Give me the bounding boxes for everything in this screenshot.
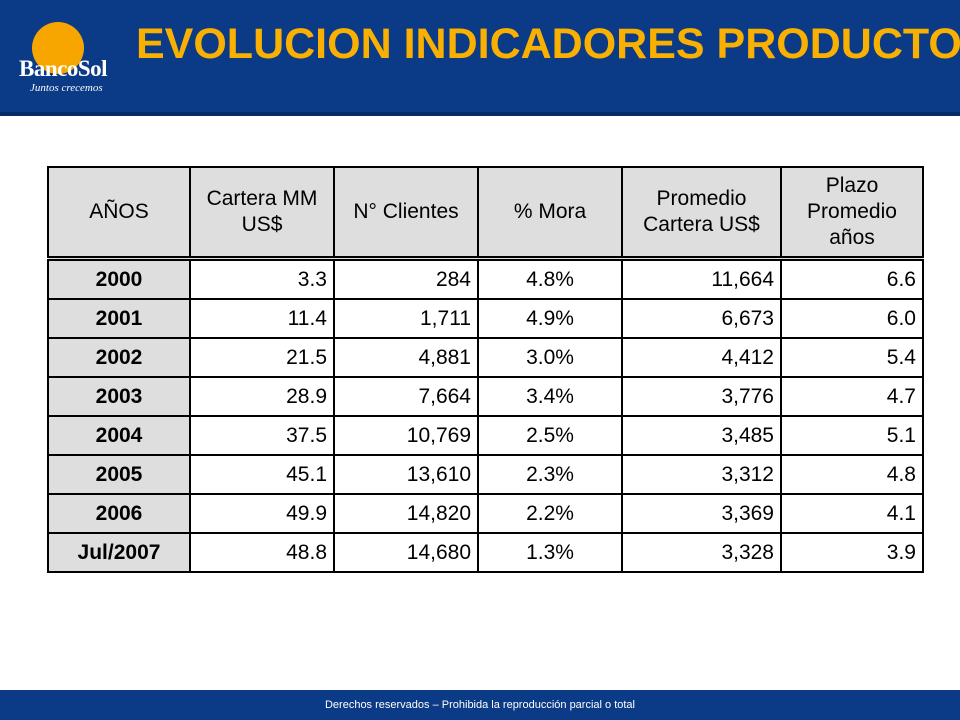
cell-clients: 7,664 xyxy=(333,376,479,417)
header-years: AÑOS xyxy=(47,166,191,260)
cell-avg-portfolio: 11,664 xyxy=(621,256,782,300)
cell-avg-portfolio: 4,412 xyxy=(621,337,782,378)
cell-clients: 1,711 xyxy=(333,298,479,339)
cell-delinquency: 2.3% xyxy=(477,454,623,495)
cell-year: 2000 xyxy=(47,256,191,300)
table-row: 2003 28.9 7,664 3.4% 3,776 4.7 xyxy=(47,376,924,417)
cell-portfolio: 37.5 xyxy=(189,415,335,456)
cell-delinquency: 3.4% xyxy=(477,376,623,417)
cell-avg-portfolio: 3,776 xyxy=(621,376,782,417)
logo-brand-name: BancoSol xyxy=(18,56,108,81)
table-row: Jul/2007 48.8 14,680 1.3% 3,328 3.9 xyxy=(47,532,924,573)
cell-portfolio: 49.9 xyxy=(189,493,335,534)
footer-bar: Derechos reservados – Prohibida la repro… xyxy=(0,690,960,720)
cell-avg-term: 4.8 xyxy=(780,454,924,495)
cell-portfolio: 11.4 xyxy=(189,298,335,339)
cell-avg-portfolio: 3,312 xyxy=(621,454,782,495)
cell-avg-portfolio: 6,673 xyxy=(621,298,782,339)
cell-avg-term: 3.9 xyxy=(780,532,924,573)
table-row: 2005 45.1 13,610 2.3% 3,312 4.8 xyxy=(47,454,924,495)
cell-avg-portfolio: 3,328 xyxy=(621,532,782,573)
table-row: 2002 21.5 4,881 3.0% 4,412 5.4 xyxy=(47,337,924,378)
cell-delinquency: 3.0% xyxy=(477,337,623,378)
header-clients: N° Clientes xyxy=(333,166,479,260)
table-row: 2000 3.3 284 4.8% 11,664 6.6 xyxy=(47,256,924,300)
cell-clients: 10,769 xyxy=(333,415,479,456)
header-portfolio: Cartera MM US$ xyxy=(189,166,335,260)
cell-delinquency: 4.8% xyxy=(477,256,623,300)
cell-delinquency: 1.3% xyxy=(477,532,623,573)
cell-year: 2001 xyxy=(47,298,191,339)
header-avg-portfolio: Promedio Cartera US$ xyxy=(621,166,782,260)
cell-year: 2005 xyxy=(47,454,191,495)
cell-portfolio: 3.3 xyxy=(189,256,335,300)
cell-avg-portfolio: 3,485 xyxy=(621,415,782,456)
cell-clients: 13,610 xyxy=(333,454,479,495)
cell-portfolio: 28.9 xyxy=(189,376,335,417)
table-row: 2004 37.5 10,769 2.5% 3,485 5.1 xyxy=(47,415,924,456)
header-banner: BancoSol Juntos crecemos EVOLUCION INDIC… xyxy=(0,0,960,116)
logo-tagline: Juntos crecemos xyxy=(30,82,103,94)
cell-avg-term: 6.0 xyxy=(780,298,924,339)
indicators-table: AÑOS Cartera MM US$ N° Clientes % Mora P… xyxy=(47,166,924,573)
cell-portfolio: 48.8 xyxy=(189,532,335,573)
cell-delinquency: 2.2% xyxy=(477,493,623,534)
cell-clients: 14,680 xyxy=(333,532,479,573)
cell-clients: 4,881 xyxy=(333,337,479,378)
cell-avg-portfolio: 3,369 xyxy=(621,493,782,534)
sun-icon xyxy=(32,22,84,74)
header-avg-term: Plazo Promedio años xyxy=(780,166,924,260)
header-delinquency: % Mora xyxy=(477,166,623,260)
cell-avg-term: 4.1 xyxy=(780,493,924,534)
cell-portfolio: 45.1 xyxy=(189,454,335,495)
header-divider xyxy=(0,112,960,116)
cell-delinquency: 4.9% xyxy=(477,298,623,339)
page-title: EVOLUCION INDICADORES PRODUCTO xyxy=(136,20,960,68)
cell-delinquency: 2.5% xyxy=(477,415,623,456)
cell-avg-term: 5.4 xyxy=(780,337,924,378)
cell-avg-term: 5.1 xyxy=(780,415,924,456)
cell-year: 2004 xyxy=(47,415,191,456)
cell-avg-term: 4.7 xyxy=(780,376,924,417)
footer-copyright: Derechos reservados – Prohibida la repro… xyxy=(324,699,635,711)
cell-year: 2002 xyxy=(47,337,191,378)
cell-year: 2003 xyxy=(47,376,191,417)
bancosol-logo: BancoSol Juntos crecemos xyxy=(8,18,118,98)
cell-year: Jul/2007 xyxy=(47,532,191,573)
table-row: 2001 11.4 1,711 4.9% 6,673 6.0 xyxy=(47,298,924,339)
cell-avg-term: 6.6 xyxy=(780,256,924,300)
cell-year: 2006 xyxy=(47,493,191,534)
cell-portfolio: 21.5 xyxy=(189,337,335,378)
table-header-row: AÑOS Cartera MM US$ N° Clientes % Mora P… xyxy=(47,166,924,260)
table-row: 2006 49.9 14,820 2.2% 3,369 4.1 xyxy=(47,493,924,534)
cell-clients: 14,820 xyxy=(333,493,479,534)
cell-clients: 284 xyxy=(333,256,479,300)
